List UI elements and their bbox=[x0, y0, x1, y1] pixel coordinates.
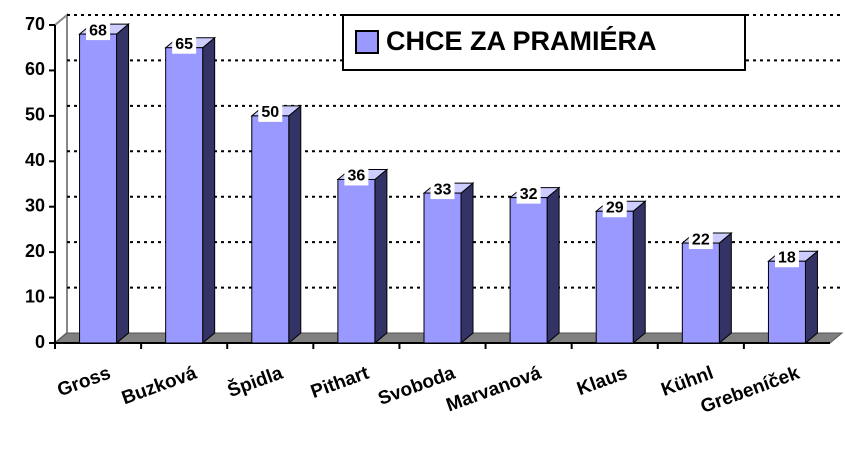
bar-front bbox=[509, 197, 548, 344]
value-label-bg bbox=[602, 199, 627, 218]
bar-front bbox=[337, 178, 376, 344]
bar-side bbox=[718, 231, 732, 345]
bar-side bbox=[202, 36, 216, 345]
value-label-bg bbox=[688, 231, 713, 250]
y-tick-label: 60 bbox=[25, 59, 45, 79]
value-label: 36 bbox=[347, 168, 365, 185]
bar bbox=[680, 231, 733, 345]
bar-front bbox=[165, 47, 204, 344]
value-label-bg bbox=[172, 35, 197, 54]
value-label-bg bbox=[258, 103, 283, 122]
y-tick-label: 10 bbox=[25, 286, 45, 306]
value-label: 32 bbox=[520, 186, 538, 203]
value-label-bg bbox=[516, 185, 541, 204]
y-tick-label: 20 bbox=[25, 241, 45, 261]
y-tick-label: 30 bbox=[25, 195, 45, 215]
value-label: 68 bbox=[89, 22, 107, 39]
x-tick-label: Špidla bbox=[225, 362, 287, 402]
bar-front bbox=[767, 260, 806, 344]
bar-front bbox=[681, 242, 720, 344]
y-tick-label: 70 bbox=[25, 14, 45, 34]
y-tick-label: 0 bbox=[35, 332, 45, 352]
value-label: 18 bbox=[778, 249, 796, 266]
bar bbox=[508, 186, 561, 345]
value-label-bg bbox=[344, 167, 369, 186]
legend-label: CHCE ZA PRAMIÉRA bbox=[386, 25, 657, 56]
bar-side bbox=[116, 23, 130, 345]
value-label-bg bbox=[774, 249, 799, 268]
side-wall bbox=[54, 12, 68, 346]
value-label: 33 bbox=[434, 181, 452, 198]
x-tick-label: Marvanová bbox=[444, 363, 545, 417]
bar bbox=[78, 23, 130, 345]
value-label-bg bbox=[86, 22, 111, 41]
legend-box bbox=[342, 14, 746, 71]
x-tick-label: Klaus bbox=[574, 363, 630, 400]
legend-swatch bbox=[355, 30, 379, 54]
bar bbox=[594, 200, 647, 345]
x-tick-label: Pithart bbox=[308, 362, 372, 403]
bar-side bbox=[374, 168, 388, 345]
bar-side bbox=[632, 200, 646, 345]
y-tick-label: 40 bbox=[25, 150, 45, 170]
bar-front bbox=[79, 33, 118, 344]
x-tick-label: Grebeníček bbox=[698, 363, 803, 418]
bar bbox=[336, 168, 389, 345]
y-tick-label: 50 bbox=[25, 105, 45, 125]
x-tick-label: Gross bbox=[55, 363, 114, 402]
bar-front bbox=[251, 115, 290, 344]
bar-front bbox=[423, 192, 462, 344]
bar bbox=[250, 104, 303, 345]
value-label: 29 bbox=[606, 199, 624, 216]
bar-front bbox=[595, 210, 634, 344]
bar-side bbox=[460, 182, 474, 345]
bar-side bbox=[804, 250, 818, 345]
value-label: 65 bbox=[175, 36, 193, 53]
value-label: 22 bbox=[692, 231, 710, 248]
bar bbox=[164, 36, 217, 345]
bar bbox=[422, 182, 475, 345]
value-label-bg bbox=[430, 181, 455, 200]
value-label: 50 bbox=[261, 104, 279, 121]
x-tick-label: Buzková bbox=[119, 363, 200, 410]
bar-side bbox=[546, 186, 560, 345]
bar-side bbox=[288, 104, 302, 345]
